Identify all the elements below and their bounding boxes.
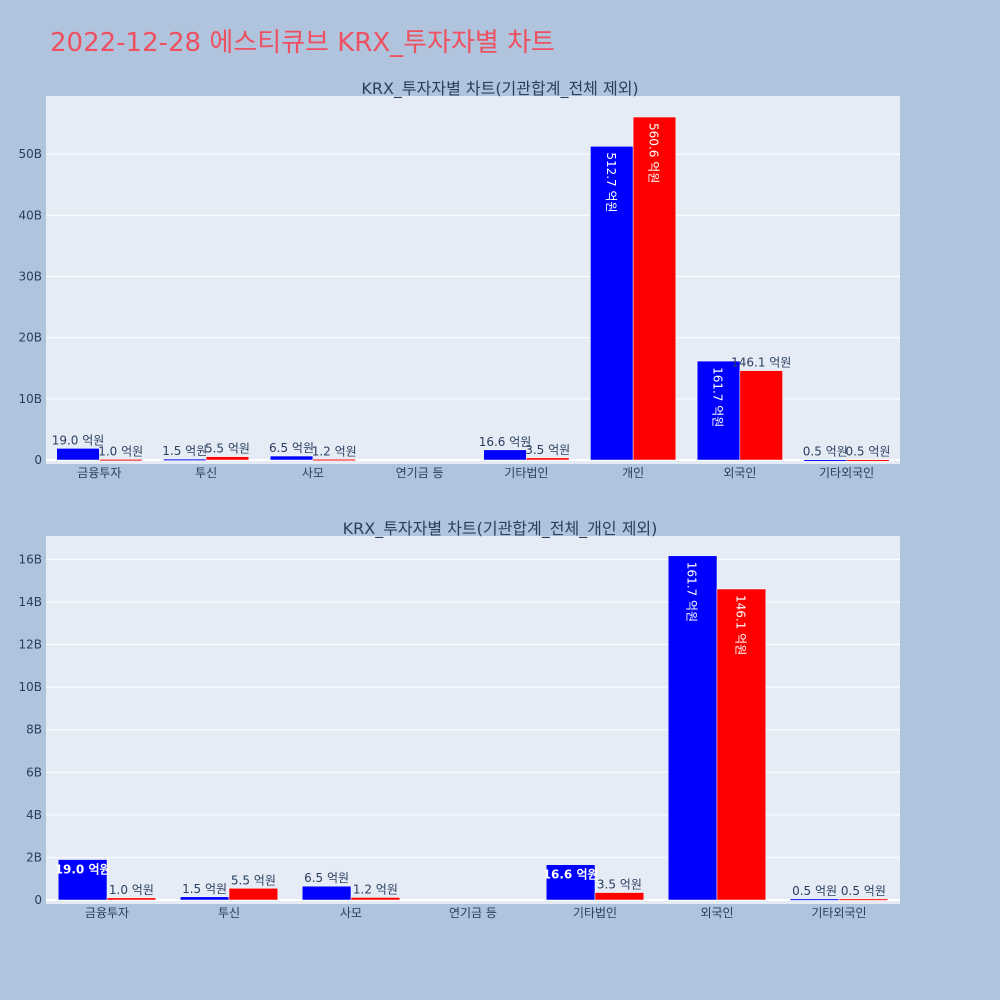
x-tick-label: 사모	[340, 906, 362, 920]
x-tick-label: 기타법인	[504, 466, 548, 480]
data-label: 1.2 억원	[312, 444, 357, 458]
x-tick-label: 금융투자	[77, 466, 121, 480]
bar-series-2	[99, 459, 143, 462]
bar-series-2	[205, 456, 250, 461]
data-label: 146.1 억원	[731, 356, 791, 370]
data-label: 512.7 억원	[604, 152, 618, 212]
chart-title: KRX_투자자별 차트(기관합계_전체 제외)	[361, 79, 638, 99]
x-tick-label: 연기금 등	[449, 906, 497, 920]
y-tick-label: 16B	[18, 552, 42, 566]
bar-series-2	[312, 459, 356, 462]
x-tick-label: 기타법인	[573, 906, 617, 920]
y-tick-label: 8B	[26, 723, 42, 737]
data-label: 146.1 억원	[733, 595, 747, 655]
bar-series-2	[716, 588, 767, 901]
x-tick-label: 외국인	[723, 466, 756, 480]
bar-series-2	[846, 459, 890, 462]
y-tick-label: 40B	[18, 208, 42, 222]
chart-title: KRX_투자자별 차트(기관합계_전체_개인 제외)	[343, 519, 658, 539]
bar-series-1	[57, 859, 108, 901]
x-tick-label: 금융투자	[85, 906, 129, 920]
y-tick-label: 2B	[26, 850, 42, 864]
data-label: 6.5 억원	[304, 871, 349, 885]
bar-series-2	[739, 370, 783, 461]
data-label: 1.0 억원	[98, 444, 143, 458]
data-label: 5.5 억원	[231, 873, 276, 887]
y-tick-label: 10B	[18, 680, 42, 694]
data-label: 1.5 억원	[162, 444, 207, 458]
y-tick-label: 14B	[18, 595, 42, 609]
bar-series-2	[526, 457, 570, 461]
x-tick-label: 연기금 등	[396, 466, 444, 480]
bar-series-1	[803, 459, 847, 462]
x-tick-label: 기타외국인	[819, 466, 874, 480]
bar-series-1	[56, 448, 100, 461]
bar-series-1	[590, 146, 634, 461]
bar-series-1	[789, 898, 840, 901]
bar-series-2	[106, 897, 157, 901]
data-label: 3.5 억원	[597, 878, 642, 892]
data-label: 161.7 억원	[711, 367, 725, 427]
bar-series-1	[301, 885, 352, 901]
bar-series-1	[667, 555, 718, 901]
y-tick-label: 0	[34, 893, 42, 907]
data-label: 0.5 억원	[845, 445, 890, 459]
bar-series-1	[483, 449, 527, 461]
bar-series-2	[594, 892, 645, 901]
x-tick-label: 투신	[218, 906, 240, 920]
bar-series-1	[163, 458, 207, 461]
y-tick-label: 6B	[26, 765, 42, 779]
x-tick-label: 외국인	[700, 906, 733, 920]
y-tick-label: 50B	[18, 147, 42, 161]
data-label: 19.0 억원	[52, 433, 105, 447]
data-label: 0.5 억원	[792, 884, 837, 898]
x-tick-label: 기타외국인	[811, 906, 866, 920]
bar-series-1	[269, 455, 314, 461]
data-label: 19.0 억원	[55, 863, 111, 877]
y-tick-label: 12B	[18, 638, 42, 652]
bar-series-2	[838, 898, 889, 901]
data-label: 1.5 억원	[182, 882, 227, 896]
data-label: 1.0 억원	[109, 883, 154, 897]
bar-series-2	[350, 897, 401, 901]
data-label: 16.6 억원	[543, 868, 599, 882]
bar-series-1	[545, 864, 596, 901]
data-label: 560.6 억원	[646, 123, 660, 183]
y-tick-label: 10B	[18, 392, 42, 406]
x-tick-label: 사모	[302, 466, 324, 480]
bar-series-2	[632, 116, 677, 461]
y-tick-label: 0	[34, 453, 42, 467]
plot-area-2	[46, 536, 900, 904]
bar-series-2	[228, 888, 279, 901]
y-tick-label: 20B	[18, 331, 42, 345]
data-label: 161.7 억원	[685, 562, 699, 622]
data-label: 16.6 억원	[479, 435, 532, 449]
x-tick-label: 투신	[195, 466, 217, 480]
y-tick-label: 30B	[18, 269, 42, 283]
data-label: 5.5 억원	[205, 442, 250, 456]
x-tick-label: 개인	[622, 466, 644, 480]
bar-series-1	[696, 360, 741, 461]
y-tick-label: 4B	[26, 808, 42, 822]
bar-series-1	[179, 896, 230, 901]
data-label: 3.5 억원	[525, 443, 570, 457]
data-label: 6.5 억원	[269, 441, 314, 455]
data-label: 1.2 억원	[353, 882, 398, 896]
data-label: 0.5 억원	[841, 884, 886, 898]
page-title: 2022-12-28 에스티큐브 KRX_투자자별 차트	[50, 28, 555, 58]
data-label: 0.5 억원	[803, 445, 848, 459]
